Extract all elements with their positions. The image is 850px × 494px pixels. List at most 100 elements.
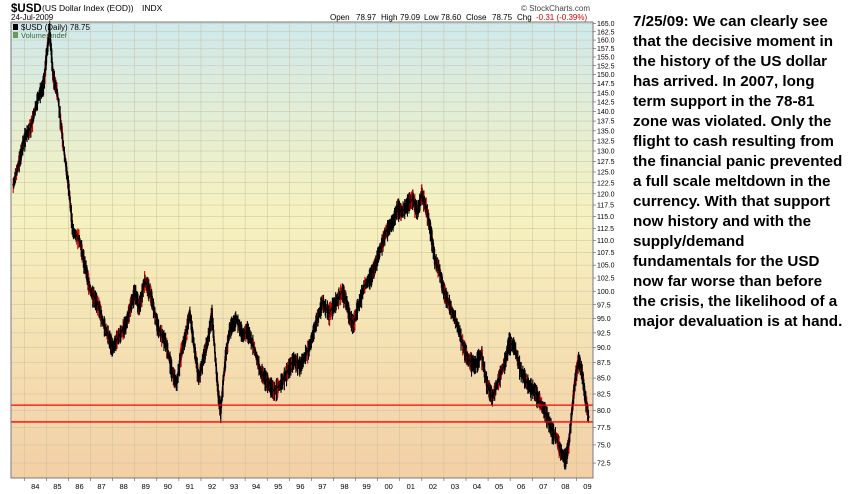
price-point [184, 334, 187, 337]
x-tick-label: 09 [583, 482, 591, 491]
series-swatch [13, 24, 18, 30]
quote-strip: Open 78.97 High 79.09 Low 78.60 Close 78… [330, 13, 587, 22]
exchange: INDX [142, 3, 163, 13]
y-tick-label: 87.5 [597, 360, 611, 367]
y-tick-label: 120.0 [597, 191, 615, 198]
x-tick-label: 88 [119, 482, 127, 491]
plot-background [11, 22, 593, 478]
y-tick-label: 122.5 [597, 180, 615, 187]
price-point [211, 312, 213, 314]
price-point [118, 334, 121, 337]
price-point [153, 312, 156, 314]
price-point [540, 402, 542, 405]
price-point [526, 383, 529, 386]
x-tick-label: 98 [340, 482, 348, 491]
x-tick-label: 01 [407, 482, 415, 491]
open-value: 78.97 [356, 13, 377, 22]
price-point [416, 211, 419, 213]
low-value: 78.60 [441, 13, 462, 22]
x-tick-label: 02 [429, 482, 437, 491]
price-point [129, 306, 132, 309]
price-line [12, 30, 590, 462]
price-point [520, 370, 523, 373]
price-point [138, 306, 141, 309]
price-point [197, 377, 200, 379]
commentary-text: 7/25/09: We can clearly see that the dec… [633, 13, 843, 330]
x-tick-label: 89 [142, 482, 150, 491]
price-bars [12, 20, 590, 470]
price-point [102, 323, 105, 326]
price-point [429, 229, 432, 232]
y-tick-label: 135.0 [597, 128, 615, 135]
x-tick-label: 08 [561, 482, 569, 491]
y-tick-label: 147.5 [597, 81, 615, 88]
y-tick-label: 130.0 [597, 149, 615, 156]
index-name: (US Dollar Index (EOD)) [42, 3, 134, 13]
watermark: © StockCharts.com [521, 4, 590, 13]
price-point [286, 370, 288, 373]
price-point [508, 340, 510, 343]
close-value: 78.75 [492, 13, 513, 22]
legend: $USD (Daily) 78.75 Volume undef [13, 23, 90, 40]
x-tick-label: 96 [296, 482, 304, 491]
x-tick-label: 05 [495, 482, 503, 491]
symbol: $USD [11, 3, 42, 15]
price-point [491, 396, 494, 399]
price-point [133, 290, 136, 293]
y-tick-label: 80.0 [597, 408, 611, 415]
price-point [480, 352, 483, 355]
x-tick-label: 87 [97, 482, 105, 491]
y-tick-label: 82.5 [597, 392, 611, 399]
x-tick-label: 07 [539, 482, 547, 491]
price-point [67, 184, 70, 186]
y-tick-label: 157.5 [597, 46, 615, 53]
chg-value: -0.31 (-0.39%) [536, 13, 587, 22]
price-point [193, 346, 196, 349]
price-point [438, 269, 441, 272]
price-point [228, 329, 231, 331]
price-point [29, 126, 32, 128]
price-point [224, 358, 227, 361]
price-point [180, 352, 182, 355]
price-point [551, 429, 554, 432]
price-point [149, 290, 152, 293]
x-tick-label: 91 [186, 482, 194, 491]
x-tick-label: 85 [53, 482, 61, 491]
legend-series-label: $USD (Daily) 78.75 [21, 23, 90, 32]
usd-price-chart: 72.5 75.0 77.5 80.0 82.5 85.0 87.5 90.0 92.5 95.0… [10, 3, 615, 491]
y-tick-label: 115.0 [597, 214, 614, 221]
price-point [292, 358, 295, 361]
price-point [345, 301, 348, 303]
price-point [111, 346, 114, 349]
price-point [392, 220, 395, 223]
price-point [109, 340, 112, 343]
price-point [56, 91, 59, 94]
price-point [456, 323, 459, 326]
y-tick-label: 105.0 [597, 263, 615, 270]
price-point [171, 370, 174, 373]
x-tick-label: 94 [252, 482, 260, 491]
y-tick-label: 142.5 [597, 100, 615, 107]
price-point [219, 409, 222, 412]
price-point [18, 158, 21, 161]
x-tick-label: 04 [473, 482, 481, 491]
y-tick-label: 155.0 [597, 55, 615, 62]
price-point [425, 206, 428, 209]
price-point [546, 416, 549, 419]
price-point [272, 389, 275, 392]
price-point [48, 29, 51, 32]
x-tick-label: 03 [451, 482, 459, 491]
price-point [467, 358, 470, 361]
y-tick-label: 127.5 [597, 159, 615, 166]
price-point [63, 150, 65, 152]
y-tick-label: 125.0 [597, 170, 615, 177]
price-point [189, 312, 191, 314]
price-point [175, 383, 178, 386]
y-tick-label: 102.5 [597, 276, 615, 283]
price-point [96, 301, 99, 303]
price-point [158, 329, 160, 331]
price-point [356, 306, 359, 309]
price-point [486, 383, 488, 386]
y-tick-label: 150.0 [597, 72, 615, 79]
price-point [363, 284, 366, 287]
